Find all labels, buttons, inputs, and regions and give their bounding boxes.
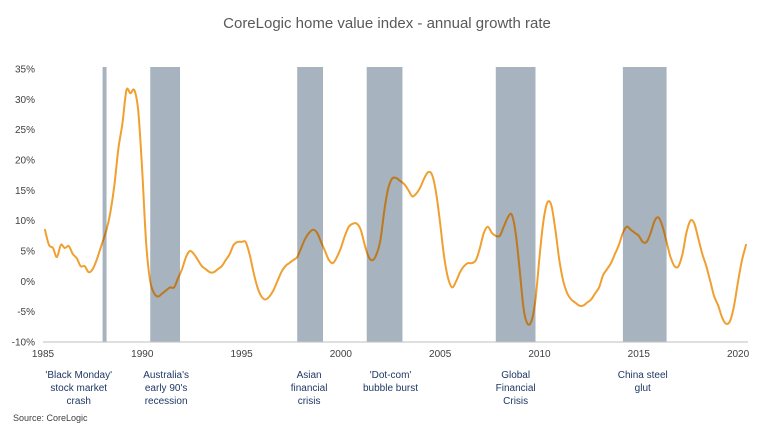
event-label-line: 'Dot-com': [369, 370, 412, 381]
event-label-line: crash: [66, 396, 91, 407]
x-tick-label: 1985: [32, 349, 55, 360]
y-tick-label: 5%: [21, 247, 36, 258]
event-label-line: Financial: [495, 383, 536, 394]
y-tick-label: -5%: [17, 307, 35, 318]
x-tick-label: 2015: [628, 349, 651, 360]
event-label-5: China steel glut: [588, 369, 698, 395]
event-label-line: glut: [634, 383, 651, 394]
event-label-4: Global Financial Crisis: [461, 369, 571, 408]
y-tick-label: 0%: [21, 277, 36, 288]
event-label-2: Asian financial crisis: [254, 369, 364, 408]
shaded-band-5: [622, 67, 667, 342]
event-label-line: financial: [290, 383, 328, 394]
x-tick-label: 1990: [131, 349, 154, 360]
shaded-band-0: [102, 67, 107, 342]
event-label-line: bubble burst: [363, 383, 419, 394]
shaded-periods: [102, 67, 667, 342]
event-label-line: 'Black Monday': [45, 370, 113, 381]
event-label-line: Asian: [296, 370, 322, 381]
growth-rate-line: [44, 87, 747, 326]
shaded-band-2: [297, 67, 324, 342]
x-tick-label: 2005: [429, 349, 452, 360]
y-tick-label: 25%: [15, 125, 35, 136]
axes: 35% 30% 25% 20% 15% 10% 5% 0% -5% -10%1985 1990 199…: [12, 65, 750, 361]
y-tick-label: 15%: [15, 186, 35, 197]
y-tick-label: 20%: [15, 156, 35, 167]
event-label-line: Australia's: [143, 370, 190, 381]
x-tick-label: 2020: [727, 349, 750, 360]
event-label-line: recession: [144, 396, 188, 407]
x-tick-label: 2010: [528, 349, 551, 360]
y-tick-label: 10%: [15, 216, 35, 227]
y-tick-label: 35%: [15, 65, 35, 76]
x-tick-label: 1995: [230, 349, 253, 360]
event-label-line: stock market: [50, 383, 108, 394]
event-label-line: Crisis: [503, 396, 529, 407]
y-tick-label: -10%: [12, 338, 35, 349]
shaded-band-4: [495, 67, 536, 342]
chart-title: CoreLogic home value index - annual grow…: [223, 15, 551, 32]
event-label-line: crisis: [297, 396, 321, 407]
x-tick-label: 2000: [330, 349, 353, 360]
event-label-line: China steel: [617, 370, 668, 381]
source-note: Source: CoreLogic: [13, 413, 88, 423]
growth-line-in-band: [102, 87, 667, 326]
event-label-0: 'Black Monday' stock market crash: [24, 369, 134, 408]
event-label-3: 'Dot-com' bubble burst: [336, 369, 446, 395]
shaded-band-1: [150, 67, 181, 342]
event-label-line: Global: [501, 370, 531, 381]
y-tick-label: 30%: [15, 95, 35, 106]
event-label-1: Australia's early 90's recession: [111, 369, 221, 408]
event-label-line: early 90's: [144, 383, 188, 394]
